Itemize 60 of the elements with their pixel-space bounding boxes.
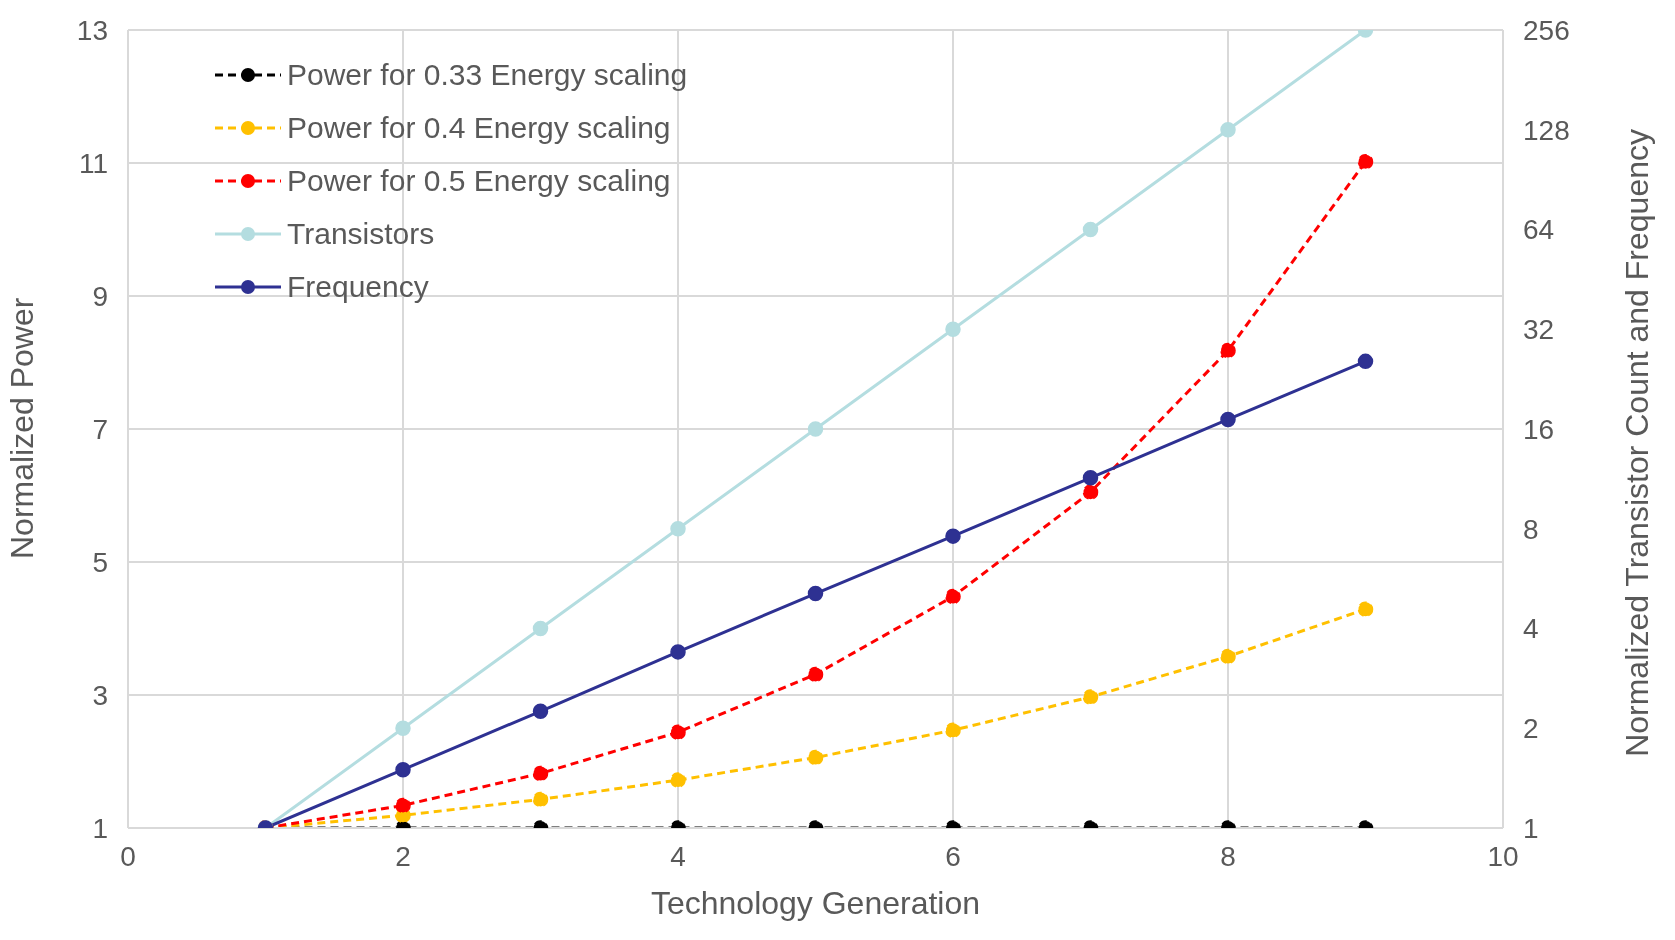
y2-tick-label: 256: [1523, 14, 1570, 46]
legend-label: Frequency: [287, 269, 429, 304]
y2-tick-label: 128: [1523, 114, 1570, 146]
point: [945, 528, 961, 544]
point: [945, 722, 961, 738]
y2-tick-label: 8: [1523, 513, 1539, 545]
x-tick-label: 4: [670, 840, 686, 872]
point: [670, 521, 686, 537]
point: [807, 585, 824, 602]
point: [1220, 122, 1236, 138]
point: [670, 724, 686, 740]
point: [532, 765, 549, 782]
point: [1082, 689, 1099, 705]
y2-tick-label: 64: [1523, 214, 1555, 246]
point: [1357, 601, 1374, 617]
point: [1082, 221, 1099, 238]
point: [1082, 470, 1099, 486]
y-tick-label: 5: [92, 546, 108, 578]
y2-tick-label: 32: [1523, 314, 1555, 346]
point: [1220, 648, 1236, 665]
y-tick-label: 7: [92, 413, 108, 445]
y2-tick-label: 2: [1523, 713, 1539, 745]
point: [1220, 411, 1236, 428]
point: [670, 772, 686, 788]
y-tick-label: 11: [78, 147, 108, 179]
x-tick-label: 6: [945, 840, 961, 872]
legend-label: Power for 0.5 Energy scaling: [287, 163, 671, 198]
point: [1357, 353, 1374, 370]
y-tick-label: 3: [92, 679, 108, 711]
x-tick-label: 8: [1220, 840, 1236, 872]
point: [395, 761, 411, 778]
legend-label: Transistors: [287, 216, 435, 251]
x-tick-label: 0: [120, 840, 136, 872]
point: [945, 321, 961, 337]
y-tick-label: 1: [92, 812, 108, 844]
point: [532, 703, 549, 720]
point: [1357, 153, 1374, 170]
point: [807, 666, 824, 683]
y2-axis-title: Normalized Transistor Count and Frequency: [1619, 129, 1656, 757]
y-tick-label: 13: [76, 14, 108, 46]
y2-tick-label: 1: [1523, 812, 1539, 844]
y2-tick-label: 4: [1523, 613, 1539, 645]
point: [395, 797, 411, 814]
point: [1220, 342, 1236, 359]
legend-label: Power for 0.33 Energy scaling: [287, 57, 688, 92]
point: [395, 720, 411, 736]
legend-label: Power for 0.4 Energy scaling: [287, 110, 671, 145]
point: [945, 588, 961, 605]
point: [1082, 484, 1099, 500]
x-tick-label: 2: [395, 840, 411, 872]
point: [532, 791, 549, 808]
y-tick-label: 9: [92, 280, 108, 312]
point: [807, 749, 824, 766]
x-axis-title: Technology Generation: [650, 885, 981, 921]
point: [532, 620, 549, 637]
point: [670, 644, 686, 660]
x-tick-label: 10: [1487, 840, 1519, 872]
y2-tick-label: 16: [1523, 413, 1555, 445]
point: [807, 421, 824, 437]
y-axis-title: Normalized Power: [4, 297, 41, 559]
